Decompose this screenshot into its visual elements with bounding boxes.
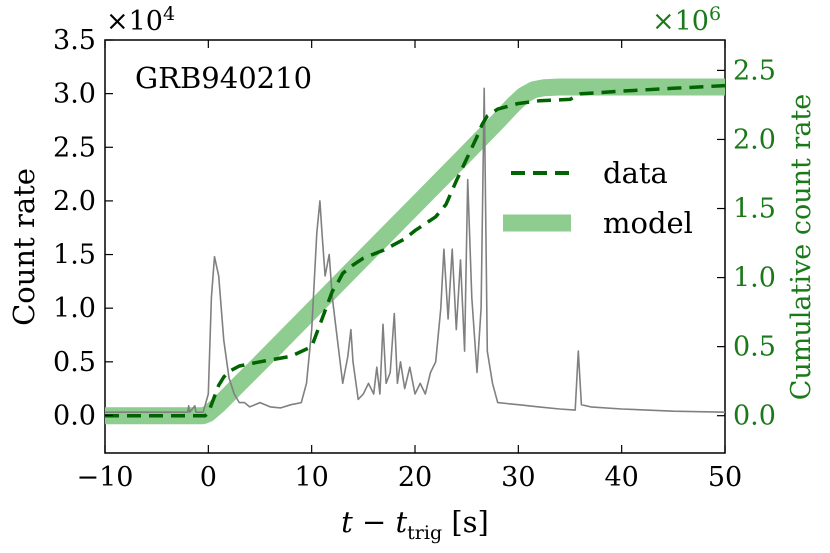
x-tick-label: 40 bbox=[604, 462, 638, 493]
right-multiplier: ×106 bbox=[652, 3, 721, 37]
y-tick-label-right: 1.5 bbox=[733, 194, 776, 225]
y-tick-label: 1.0 bbox=[53, 293, 96, 324]
series-data-line bbox=[105, 83, 726, 418]
legend-model-label: model bbox=[603, 206, 693, 240]
x-tick-label: 50 bbox=[708, 462, 742, 493]
y-tick-label-right: 0.5 bbox=[733, 332, 776, 363]
y-tick-label-right: 1.0 bbox=[733, 263, 776, 294]
x-tick-label: 20 bbox=[398, 462, 432, 493]
y-tick-label-right: 2.0 bbox=[733, 124, 776, 155]
x-tick-label: −10 bbox=[77, 462, 134, 493]
x-tick-label: 0 bbox=[200, 462, 217, 493]
series-model-line bbox=[105, 78, 725, 425]
y-tick-label: 3.5 bbox=[53, 25, 96, 56]
y-tick-label-right: 0.0 bbox=[733, 401, 776, 432]
left-multiplier: ×104 bbox=[106, 3, 175, 37]
y-tick-label: 3.0 bbox=[53, 79, 96, 110]
y-tick-label: 2.0 bbox=[53, 186, 96, 217]
x-tick-label: 30 bbox=[501, 462, 535, 493]
series-count-rate-line bbox=[105, 87, 726, 413]
y-tick-label: 2.5 bbox=[53, 132, 96, 163]
y-tick-label-right: 2.5 bbox=[733, 55, 776, 86]
y-tick-label: 0.5 bbox=[53, 347, 96, 378]
y-axis-label-right: Cumulative count rate bbox=[786, 94, 817, 401]
y-tick-label: 0.0 bbox=[53, 400, 96, 431]
y-axis-label: Count rate bbox=[7, 168, 41, 326]
chart-title: GRB940210 bbox=[135, 61, 312, 95]
x-tick-label: 10 bbox=[294, 462, 328, 493]
legend: data model bbox=[503, 156, 693, 240]
x-axis-label: t − ttrig [s] bbox=[341, 505, 489, 544]
y-tick-label: 1.5 bbox=[53, 240, 96, 271]
legend-data-label: data bbox=[603, 156, 668, 190]
